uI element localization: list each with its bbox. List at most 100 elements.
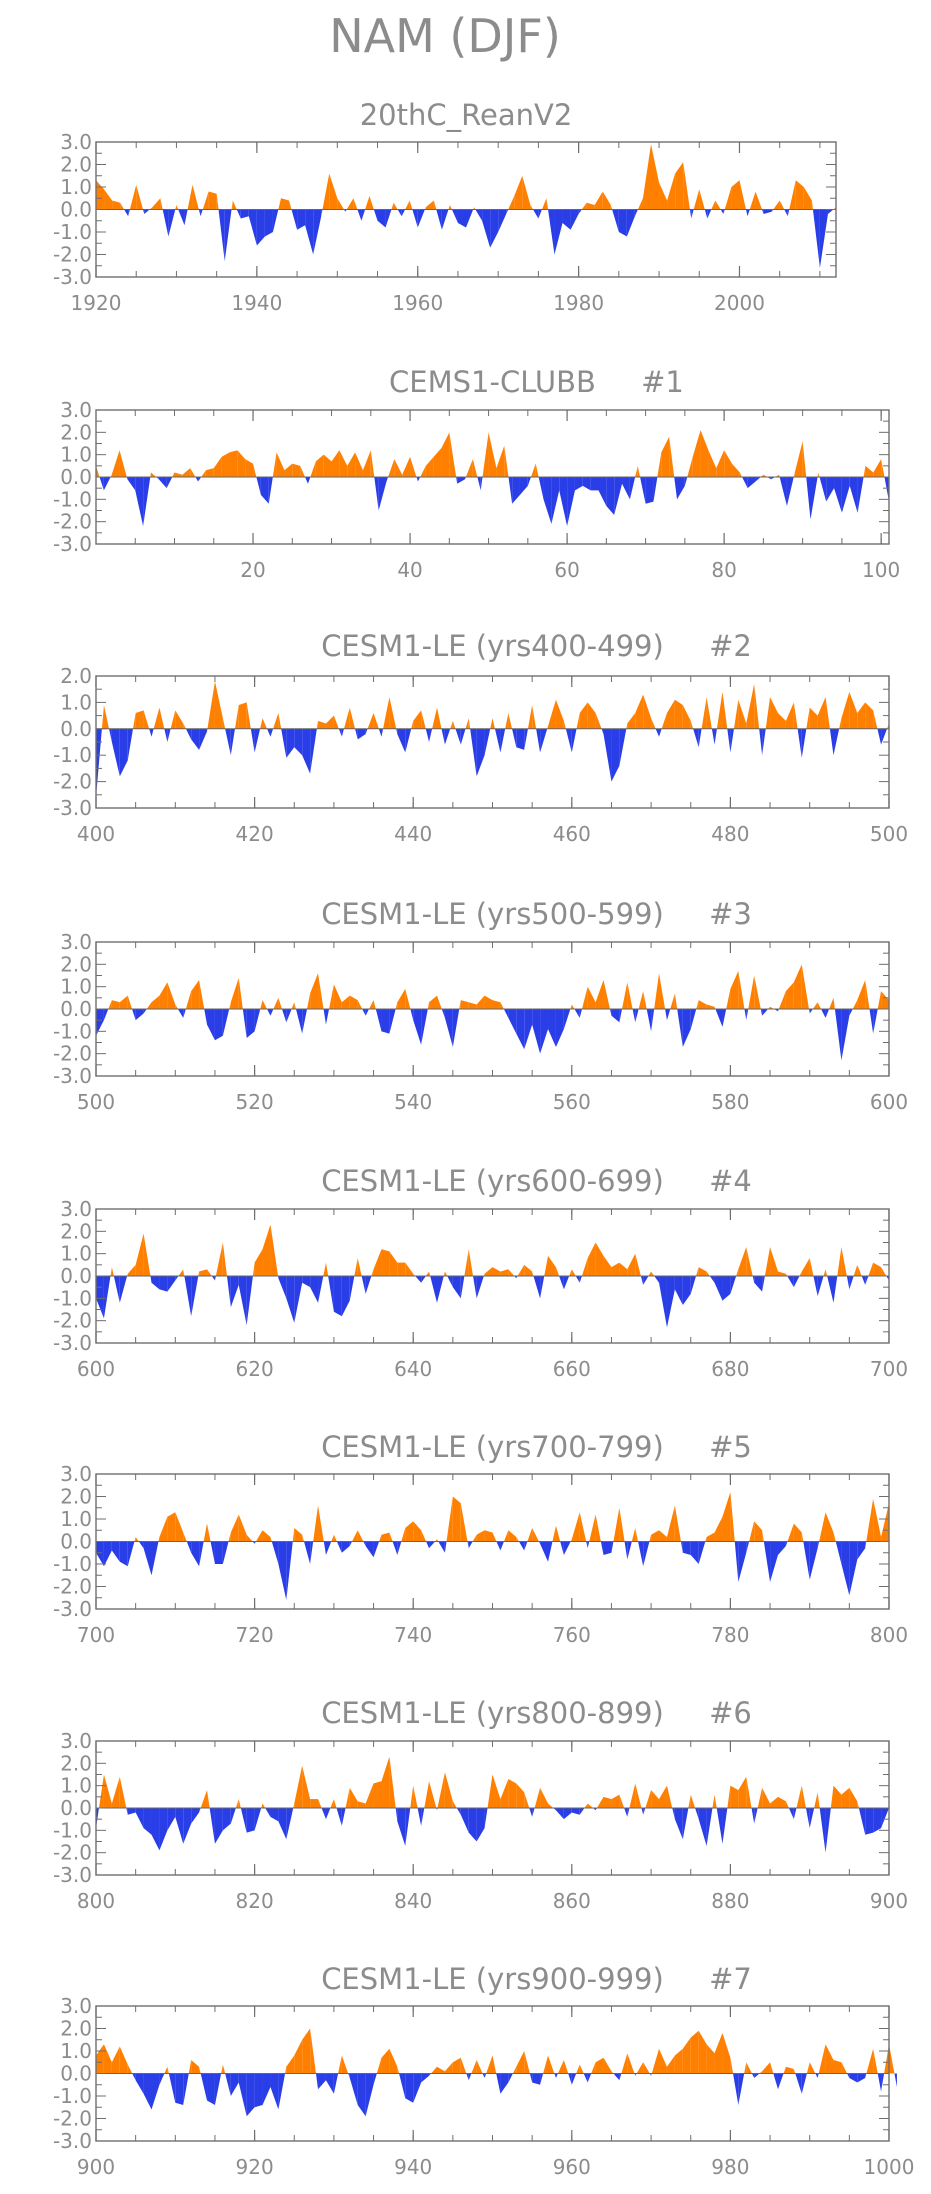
- negative-area: [674, 1276, 683, 1306]
- x-tick-label: 1000: [864, 2155, 915, 2179]
- negative-area: [626, 209, 635, 237]
- positive-area: [661, 712, 667, 729]
- negative-area: [742, 477, 748, 489]
- negative-area: [690, 1276, 697, 1294]
- positive-area: [381, 1532, 390, 1542]
- negative-area: [784, 209, 788, 217]
- positive-area: [706, 2044, 715, 2074]
- positive-area: [333, 1799, 337, 1808]
- positive-area: [877, 991, 882, 1009]
- positive-area: [690, 1794, 696, 1808]
- negative-area: [484, 2073, 487, 2078]
- negative-area: [627, 1541, 632, 1560]
- positive-area: [322, 173, 330, 210]
- positive-area: [744, 2062, 747, 2074]
- x-tick-label: 800: [870, 1623, 908, 1647]
- negative-area: [516, 1276, 518, 1279]
- negative-area: [715, 1009, 723, 1027]
- positive-area: [764, 1246, 771, 1276]
- positive-area: [302, 1765, 311, 1808]
- x-tick-label: 720: [236, 1623, 274, 1647]
- positive-area: [104, 189, 113, 210]
- positive-area: [785, 1273, 788, 1276]
- positive-area: [337, 198, 345, 210]
- y-tick-label: 3.0: [60, 1197, 92, 1221]
- y-tick-label: 1.0: [60, 1507, 92, 1531]
- positive-area: [596, 1796, 604, 1808]
- negative-area: [698, 1808, 707, 1846]
- positive-area: [482, 432, 489, 477]
- negative-area: [272, 209, 279, 232]
- negative-area: [579, 1276, 582, 1283]
- positive-area: [746, 2062, 752, 2074]
- negative-area: [151, 1276, 160, 1290]
- positive-area: [318, 720, 326, 729]
- negative-area: [281, 728, 287, 758]
- positive-area: [255, 1530, 263, 1542]
- negative-area: [254, 1009, 261, 1032]
- negative-area: [325, 1009, 330, 1025]
- negative-area: [763, 1541, 771, 1582]
- negative-area: [310, 1541, 314, 1564]
- positive-area: [152, 198, 161, 210]
- negative-area: [744, 1009, 747, 1021]
- negative-area: [451, 209, 458, 223]
- positive-area: [252, 1262, 255, 1276]
- negative-area: [592, 1808, 596, 1811]
- positive-area: [365, 1783, 374, 1808]
- negative-area: [482, 2073, 485, 2078]
- positive-area: [500, 1269, 509, 1276]
- positive-area: [369, 1000, 374, 1009]
- positive-area: [323, 454, 332, 477]
- negative-area: [441, 209, 449, 230]
- negative-area: [238, 2073, 247, 2117]
- negative-area: [291, 209, 298, 230]
- negative-area: [254, 1808, 262, 1831]
- positive-area: [424, 1781, 430, 1808]
- positive-area: [199, 2066, 201, 2074]
- positive-area: [191, 2060, 200, 2074]
- negative-area: [877, 2073, 882, 2092]
- positive-area: [330, 1799, 334, 1808]
- positive-area: [746, 1246, 753, 1276]
- positive-area: [785, 1801, 789, 1808]
- positive-area: [448, 205, 450, 210]
- positive-area: [866, 2048, 874, 2074]
- positive-area: [793, 2069, 796, 2074]
- negative-area: [714, 728, 717, 745]
- negative-area: [361, 1276, 366, 1294]
- negative-area: [727, 728, 731, 753]
- negative-area: [540, 2073, 544, 2085]
- positive-area: [785, 982, 794, 1009]
- positive-area: [230, 977, 239, 1009]
- negative-area: [516, 728, 525, 750]
- positive-area: [727, 1785, 731, 1808]
- positive-area: [127, 2064, 133, 2074]
- positive-area: [508, 1778, 517, 1808]
- positive-area: [174, 472, 183, 477]
- positive-area: [512, 2066, 517, 2074]
- negative-area: [707, 209, 712, 219]
- positive-area: [459, 1000, 461, 1009]
- negative-area: [894, 2073, 897, 2087]
- negative-area: [817, 2073, 819, 2078]
- positive-area: [801, 1258, 810, 1276]
- positive-area: [765, 697, 771, 729]
- negative-area: [357, 2073, 366, 2117]
- negative-area: [762, 1009, 769, 1016]
- positive-area: [444, 1772, 453, 1808]
- positive-area: [354, 1258, 358, 1276]
- negative-area: [365, 1541, 374, 1558]
- negative-area: [801, 728, 807, 758]
- y-tick-label: 1.0: [60, 975, 92, 999]
- negative-area: [563, 1009, 571, 1030]
- negative-area: [500, 1541, 504, 1551]
- chart-panel-8: CESM1-LE (yrs900-999) #73.02.01.00.0-1.0-…: [53, 1962, 914, 2179]
- negative-area: [365, 1276, 372, 1294]
- negative-area: [156, 477, 159, 480]
- positive-area: [119, 2046, 128, 2074]
- negative-area: [397, 1808, 406, 1846]
- positive-area: [627, 2053, 635, 2074]
- negative-area: [224, 209, 232, 262]
- positive-area: [313, 1505, 319, 1542]
